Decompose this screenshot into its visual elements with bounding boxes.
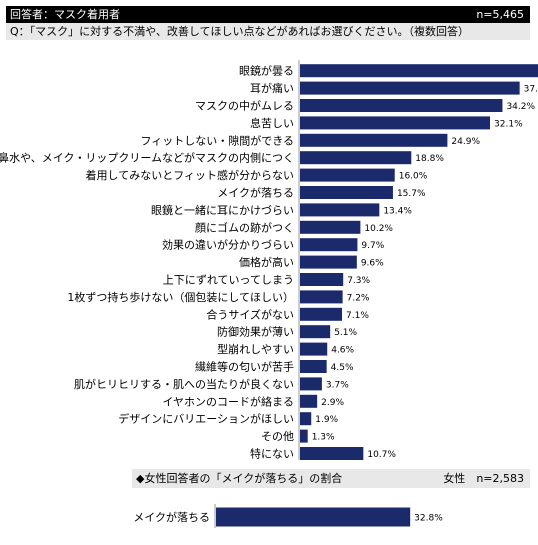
category-label: 防御効果が薄い: [217, 325, 294, 339]
value-label: 4.6%: [331, 346, 354, 356]
bar: [300, 116, 491, 130]
value-label: 32.8%: [414, 514, 443, 524]
bar: [300, 186, 393, 199]
value-label: 34.2%: [506, 102, 535, 112]
value-label: 9.6%: [361, 259, 384, 269]
bar: [300, 412, 312, 426]
bar: [300, 429, 308, 443]
bar: [300, 133, 448, 147]
bar: [300, 168, 395, 182]
bar: [300, 273, 344, 286]
value-label: 5.1%: [334, 328, 357, 338]
bar: [300, 307, 343, 321]
value-label: 18.8%: [415, 154, 444, 164]
bar: [300, 290, 343, 304]
category-label: 眼鏡が曇る: [239, 64, 294, 78]
category-label: 特にない: [250, 447, 294, 461]
category-label: 価格が高い: [239, 255, 294, 269]
female-bar-chart: メイクが落ちる 32.8%: [133, 504, 443, 528]
bar: [300, 360, 327, 373]
category-label: イヤホンのコードが絡まる: [162, 394, 294, 408]
respondent-header: 回答者：マスク着用者 n=5,465: [6, 6, 530, 23]
value-label: 4.5%: [331, 363, 354, 373]
value-label: 37.1%: [524, 85, 538, 95]
category-label: 顔にゴムの跡がつく: [195, 220, 294, 234]
value-label: 7.1%: [346, 311, 369, 321]
value-label: 24.9%: [451, 137, 480, 147]
category-label: 上下にずれていってしまう: [163, 274, 294, 287]
category-label: 息苦しい: [250, 116, 294, 130]
bar: [300, 151, 412, 165]
category-label: 繊維等の匂いが苦手: [195, 360, 294, 374]
category-label: 1枚ずつ持ち歩けない（個包装にしてほしい）: [67, 290, 294, 304]
respondent-label: 回答者：マスク着用者: [10, 8, 120, 21]
value-label: 10.2%: [364, 224, 393, 234]
bar: [300, 394, 318, 408]
bar: [300, 255, 357, 269]
female-subheader: ◆女性回答者の「メイクが落ちる」の割合 女性 n=2,583: [132, 469, 530, 488]
value-label: 32.1%: [494, 119, 523, 129]
female-sample-size: n=2,583: [476, 472, 524, 485]
value-label: 3.7%: [326, 380, 349, 390]
question-text: Q：「マスク」に対する不満や、改善してほしい点などがあればお選びください。（複数…: [10, 25, 469, 38]
bar: [216, 507, 411, 527]
category-label: メイクが落ちる: [133, 510, 210, 524]
bar: [300, 342, 328, 356]
female-subheader-n: 女性 n=2,583: [443, 469, 524, 488]
value-label: 9.7%: [361, 241, 384, 251]
category-label: 合うサイズがない: [206, 307, 294, 321]
category-label: フィットしない・隙間ができる: [140, 133, 294, 147]
bar: [300, 64, 538, 78]
value-label: 16.0%: [399, 172, 428, 182]
bar: [300, 447, 364, 460]
category-label: メイクが落ちる: [217, 186, 294, 200]
category-label: デザインにバリエーションがほしい: [118, 412, 294, 426]
value-label: 7.2%: [347, 293, 370, 303]
value-label: 10.7%: [367, 450, 396, 460]
question-bar: Q：「マスク」に対する不満や、改善してほしい点などがあればお選びください。（複数…: [6, 23, 530, 40]
value-label: 13.4%: [383, 206, 412, 216]
category-label: 効果の違いが分かりづらい: [162, 238, 294, 252]
value-label: 15.7%: [397, 189, 426, 199]
bar: [300, 99, 503, 112]
bar: [300, 377, 322, 391]
category-label: マスクの中がムレる: [195, 99, 294, 113]
bar: [300, 325, 331, 339]
bar: [300, 81, 520, 95]
female-subheader-title: ◆女性回答者の「メイクが落ちる」の割合: [136, 472, 343, 485]
bar: [300, 238, 358, 252]
category-label: 肌がヒリヒリする・肌への当たりが良くない: [74, 377, 294, 391]
main-bar-chart: 眼鏡が曇る45.3%耳が痛い37.1%マスクの中がムレる34.2%息苦しい32.…: [0, 60, 538, 461]
female-segment-label: 女性: [443, 472, 466, 485]
bar: [300, 203, 380, 217]
value-label: 1.3%: [312, 433, 335, 443]
value-label: 2.9%: [321, 398, 344, 408]
category-label: その他: [261, 430, 294, 443]
bar: [300, 220, 361, 234]
category-label: 眼鏡と一緒に耳にかけづらい: [151, 203, 294, 217]
value-label: 7.3%: [347, 276, 370, 286]
category-label: 耳が痛い: [250, 81, 294, 95]
category-label: 型崩れしやすい: [217, 342, 294, 356]
category-label: 鼻水や、メイク・リップクリームなどがマスクの内側につく: [0, 151, 294, 165]
sample-size: n=5,465: [476, 8, 524, 21]
category-label: 着用してみないとフィット感が分からない: [86, 168, 294, 182]
value-label: 1.9%: [315, 415, 338, 425]
